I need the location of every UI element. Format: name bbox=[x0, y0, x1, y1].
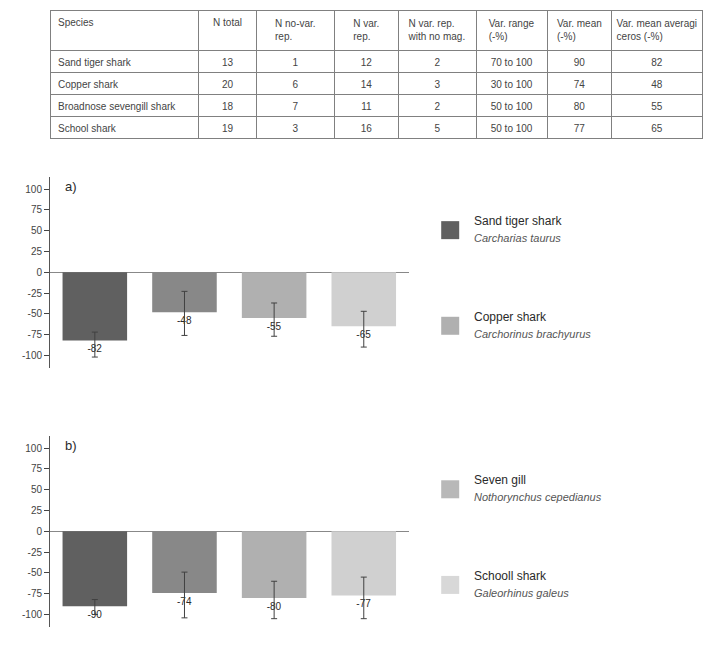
svg-text:77: 77 bbox=[574, 123, 586, 134]
svg-text:b): b) bbox=[65, 438, 77, 453]
svg-text:100: 100 bbox=[25, 184, 42, 195]
svg-text:N var.rep.: N var.rep. bbox=[353, 18, 379, 42]
svg-text:48: 48 bbox=[651, 79, 663, 90]
svg-text:N total: N total bbox=[213, 17, 242, 28]
svg-text:14: 14 bbox=[361, 79, 373, 90]
svg-text:82: 82 bbox=[651, 57, 663, 68]
svg-text:-74: -74 bbox=[177, 596, 192, 607]
svg-text:3: 3 bbox=[435, 79, 441, 90]
svg-text:-25: -25 bbox=[28, 288, 43, 299]
svg-text:N var. rep.with no mag.: N var. rep.with no mag. bbox=[407, 18, 465, 42]
svg-text:74: 74 bbox=[574, 79, 586, 90]
svg-text:N no-var.rep.: N no-var.rep. bbox=[275, 18, 316, 42]
svg-text:-55: -55 bbox=[267, 321, 282, 332]
svg-text:3: 3 bbox=[293, 123, 299, 134]
svg-text:6: 6 bbox=[293, 79, 299, 90]
svg-text:50 to 100: 50 to 100 bbox=[491, 101, 533, 112]
svg-text:11: 11 bbox=[361, 101, 372, 112]
svg-text:70 to 100: 70 to 100 bbox=[491, 57, 533, 68]
svg-text:30 to 100: 30 to 100 bbox=[491, 79, 533, 90]
svg-text:20: 20 bbox=[222, 79, 234, 90]
svg-text:-100: -100 bbox=[22, 609, 42, 620]
svg-text:50: 50 bbox=[31, 225, 43, 236]
svg-text:Var. mean averagiceros (-%): Var. mean averagiceros (-%) bbox=[617, 18, 697, 42]
svg-text:-82: -82 bbox=[87, 343, 102, 354]
svg-text:80: 80 bbox=[574, 101, 586, 112]
svg-text:-75: -75 bbox=[28, 329, 43, 340]
svg-text:Var. mean(-%): Var. mean(-%) bbox=[557, 18, 602, 42]
svg-text:25: 25 bbox=[31, 505, 43, 516]
svg-text:Sand tiger shark: Sand tiger shark bbox=[474, 214, 562, 228]
svg-text:50: 50 bbox=[31, 484, 43, 495]
svg-text:-80: -80 bbox=[267, 601, 282, 612]
svg-text:Var. range(-%): Var. range(-%) bbox=[489, 18, 535, 42]
svg-text:-48: -48 bbox=[177, 315, 192, 326]
svg-text:2: 2 bbox=[435, 57, 441, 68]
svg-text:13: 13 bbox=[222, 57, 234, 68]
svg-text:a): a) bbox=[65, 179, 77, 194]
svg-text:Copper shark: Copper shark bbox=[58, 79, 119, 90]
svg-text:1: 1 bbox=[293, 57, 299, 68]
svg-text:-77: -77 bbox=[356, 598, 371, 609]
svg-text:Nothorynchus cepedianus: Nothorynchus cepedianus bbox=[474, 491, 602, 503]
svg-text:-100: -100 bbox=[22, 350, 42, 361]
svg-text:7: 7 bbox=[293, 101, 299, 112]
svg-text:Seven gill: Seven gill bbox=[474, 473, 526, 487]
svg-text:-50: -50 bbox=[28, 308, 43, 319]
svg-text:25: 25 bbox=[31, 246, 43, 257]
svg-text:0: 0 bbox=[36, 526, 42, 537]
svg-text:65: 65 bbox=[651, 123, 663, 134]
svg-text:75: 75 bbox=[31, 204, 43, 215]
svg-text:Copper shark: Copper shark bbox=[474, 310, 547, 324]
svg-text:Carchorinus brachyurus: Carchorinus brachyurus bbox=[474, 328, 591, 340]
svg-text:-25: -25 bbox=[28, 547, 43, 558]
svg-text:School shark: School shark bbox=[58, 123, 117, 134]
svg-text:12: 12 bbox=[361, 57, 373, 68]
svg-text:16: 16 bbox=[361, 123, 373, 134]
svg-text:19: 19 bbox=[222, 123, 234, 134]
svg-text:0: 0 bbox=[36, 267, 42, 278]
svg-text:Carcharias taurus: Carcharias taurus bbox=[474, 232, 561, 244]
svg-text:2: 2 bbox=[435, 101, 441, 112]
svg-text:-90: -90 bbox=[87, 609, 102, 620]
svg-text:100: 100 bbox=[25, 443, 42, 454]
svg-text:-65: -65 bbox=[356, 329, 371, 340]
svg-text:-75: -75 bbox=[28, 588, 43, 599]
svg-text:55: 55 bbox=[651, 101, 663, 112]
svg-text:Sand tiger shark: Sand tiger shark bbox=[58, 57, 132, 68]
svg-text:50 to 100: 50 to 100 bbox=[491, 123, 533, 134]
svg-text:Schooll shark: Schooll shark bbox=[474, 569, 547, 583]
svg-text:Broadnose sevengill shark: Broadnose sevengill shark bbox=[58, 101, 176, 112]
svg-text:90: 90 bbox=[574, 57, 586, 68]
svg-text:75: 75 bbox=[31, 463, 43, 474]
svg-text:Species: Species bbox=[58, 17, 94, 28]
svg-text:18: 18 bbox=[222, 101, 234, 112]
svg-text:Galeorhinus galeus: Galeorhinus galeus bbox=[474, 587, 569, 599]
svg-text:-50: -50 bbox=[28, 567, 43, 578]
svg-text:5: 5 bbox=[435, 123, 441, 134]
